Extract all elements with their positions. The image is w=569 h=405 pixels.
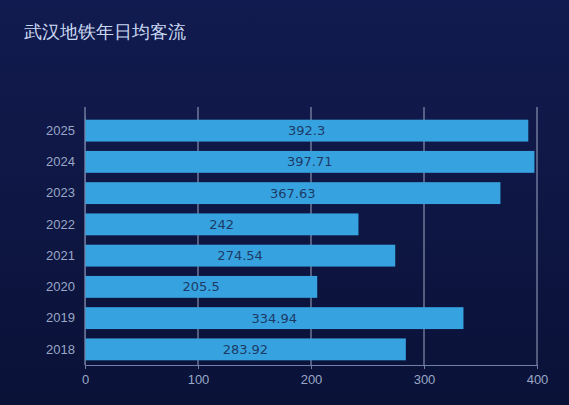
data-label: 397.71: [287, 154, 333, 169]
y-tick: 2020: [46, 279, 85, 294]
x-axis-line: [86, 366, 538, 370]
x-tick-label: 300: [414, 372, 436, 387]
y-tick: 2025: [46, 123, 85, 138]
x-tick-label: 400: [527, 372, 549, 387]
grid-line: [85, 107, 86, 365]
bar: [85, 245, 395, 267]
x-tick: 300: [414, 365, 436, 387]
y-tick: 2024: [46, 154, 85, 169]
x-tick-mark: [424, 365, 425, 369]
x-tick: 100: [188, 365, 210, 387]
y-tick-label: 2019: [46, 310, 75, 325]
y-tick-label: 2025: [46, 123, 75, 138]
x-axis: 0 100 200 300 400: [82, 365, 548, 387]
data-label: 334.94: [251, 311, 296, 326]
data-label: 367.63: [270, 186, 316, 201]
y-tick-label: 2018: [46, 342, 75, 357]
x-tick-label: 0: [82, 372, 89, 387]
bar: [85, 151, 534, 173]
y-tick-label: 2022: [46, 217, 75, 232]
x-tick-mark: [537, 365, 538, 369]
x-tick: 400: [527, 365, 549, 387]
data-label: 205.5: [182, 279, 219, 294]
y-tick: 2023: [46, 185, 85, 200]
chart: 武汉地铁年日均客流 392.3 397.71 367.63 242 274.54 205.5…: [0, 0, 569, 405]
y-tick-label: 2020: [46, 279, 75, 294]
background: [0, 0, 569, 405]
data-label: 283.92: [223, 342, 269, 357]
bar: [85, 338, 406, 360]
grid: [85, 107, 537, 365]
bar: [85, 276, 317, 298]
x-tick-label: 200: [301, 372, 323, 387]
x-tick: 200: [301, 365, 323, 387]
y-tick: 2018: [46, 342, 85, 357]
y-tick-label: 2024: [46, 154, 75, 169]
bar: [85, 120, 528, 142]
y-tick-label: 2021: [46, 248, 75, 263]
y-tick-label: 2023: [46, 185, 75, 200]
y-axis-line: [85, 116, 86, 366]
data-labels: 392.3 397.71 367.63 242 274.54 205.5 334.94 283…: [182, 123, 332, 357]
data-label: 392.3: [288, 123, 325, 138]
x-tick: 0: [82, 365, 89, 387]
grid-line: [537, 107, 538, 365]
bar: [85, 182, 500, 204]
data-label: 242: [209, 217, 234, 232]
plot: 392.3 397.71 367.63 242 274.54 205.5 334.94 283…: [46, 107, 548, 387]
x-tick-mark: [311, 365, 312, 369]
x-tick-mark: [198, 365, 199, 369]
y-axis: 2025 2024 2023 2022 2021 2020 2019 2018: [46, 116, 85, 366]
bars: [85, 120, 534, 361]
y-tick: 2019: [46, 310, 85, 325]
data-label: 274.54: [217, 248, 263, 263]
x-tick-label: 100: [188, 372, 210, 387]
x-tick-mark: [85, 365, 86, 369]
y-tick: 2021: [46, 248, 85, 263]
bar: [85, 307, 463, 329]
y-tick: 2022: [46, 217, 85, 232]
bar: [85, 213, 358, 235]
title: 武汉地铁年日均客流: [24, 21, 186, 42]
